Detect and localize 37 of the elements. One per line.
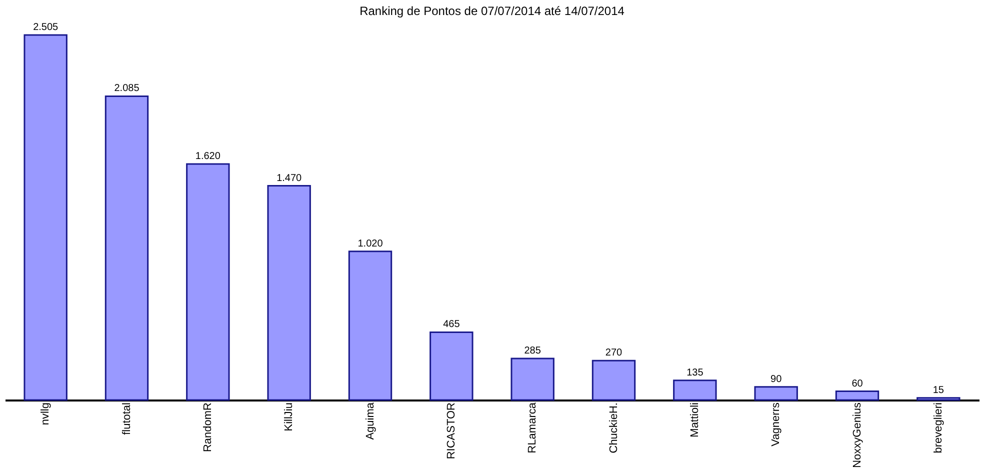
data-label: 15 bbox=[932, 384, 944, 396]
bar bbox=[916, 397, 960, 401]
bar bbox=[430, 331, 474, 401]
bar bbox=[592, 360, 636, 401]
x-tick-label: Vagnerrs bbox=[770, 402, 782, 446]
bar bbox=[510, 358, 554, 401]
x-tick-label: NoxxyGenius bbox=[851, 402, 864, 468]
bar bbox=[348, 250, 392, 401]
x-tick-label: breveglieri bbox=[932, 402, 944, 454]
bar bbox=[835, 390, 880, 401]
bar bbox=[754, 386, 798, 401]
x-tick-label: Mattioli bbox=[688, 402, 701, 438]
bar bbox=[673, 380, 717, 401]
x-tick-label: RandomR bbox=[202, 402, 214, 452]
x-tick-label: Aguima bbox=[364, 402, 376, 440]
data-label: 270 bbox=[605, 348, 623, 359]
data-label: 135 bbox=[686, 367, 704, 378]
bar bbox=[24, 34, 68, 401]
data-label: 1.620 bbox=[195, 150, 221, 162]
bar bbox=[267, 185, 311, 401]
data-label: 1.020 bbox=[358, 238, 384, 250]
x-tick-label: KillJiu bbox=[283, 402, 296, 432]
data-label: 465 bbox=[443, 319, 460, 330]
x-tick-label: flutotal bbox=[120, 402, 133, 435]
data-label: 90 bbox=[770, 374, 782, 385]
x-tick-label: RICASTOR bbox=[445, 402, 458, 460]
data-label: 60 bbox=[852, 378, 864, 390]
data-label: 2.085 bbox=[114, 83, 140, 94]
bar bbox=[186, 163, 230, 401]
data-label: 2.505 bbox=[33, 22, 59, 33]
data-label: 285 bbox=[524, 345, 542, 356]
data-label: 1.470 bbox=[276, 172, 302, 184]
x-tick-label: ChuckieH. bbox=[608, 402, 620, 454]
chart-title: Ranking de Pontos de 07/07/2014 até 14/07/2014 bbox=[360, 4, 625, 18]
x-tick-label: RLamarca bbox=[526, 402, 539, 454]
bar bbox=[104, 95, 149, 401]
x-tick-label: nvllg bbox=[40, 402, 52, 426]
